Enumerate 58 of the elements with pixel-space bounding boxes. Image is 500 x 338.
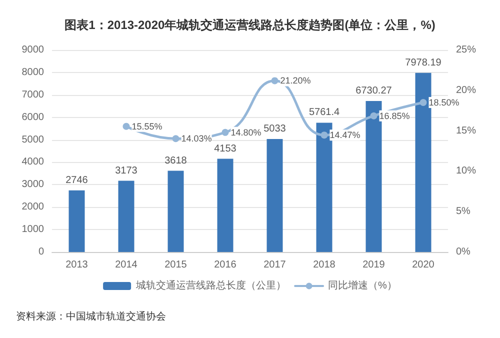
data-label: 5033 — [264, 124, 286, 135]
y2-tick-label: 10% — [456, 166, 476, 177]
x-tick-label: 2014 — [115, 260, 138, 270]
y-tick-label: 0 — [38, 246, 44, 258]
legend-label: 同比增速（%） — [328, 280, 397, 292]
data-label: 3618 — [164, 155, 188, 166]
y2-tick-label: 0% — [456, 246, 471, 258]
bar — [415, 72, 432, 252]
point — [122, 122, 130, 130]
y2-tick-label: 20% — [456, 84, 476, 96]
data-label: 6730.27 — [356, 85, 392, 96]
data-label: 21.20% — [280, 76, 311, 86]
data-label: 3173 — [115, 165, 138, 176]
x-tick-label: 2017 — [264, 260, 286, 270]
data-label: 15.55% — [132, 121, 162, 132]
y-tick-label: 5000 — [22, 134, 44, 146]
x-tick-label: 2013 — [66, 260, 88, 270]
y2-tick-label: 15% — [456, 125, 476, 136]
data-label: 4153 — [214, 143, 237, 154]
x-tick-label: 2018 — [313, 260, 336, 270]
point — [172, 135, 180, 142]
text: 资料来源：中国城市轨道交通协会 — [16, 310, 166, 322]
bar — [266, 139, 283, 252]
y2-tick-label: 25% — [456, 44, 476, 56]
data-label: 7978.19 — [405, 57, 442, 68]
point — [370, 112, 378, 120]
data-label: 2746 — [66, 174, 88, 186]
point — [420, 99, 427, 106]
y-tick-label: 8000 — [22, 66, 44, 78]
x-tick-label: 2015 — [164, 260, 188, 270]
chart-title: 图表1：2013-2020年城轨交通运营线路总长度趋势图(单位：公里，%) — [64, 18, 436, 32]
y-tick-label: 7000 — [22, 89, 44, 100]
y-tick-label: 4000 — [22, 156, 44, 168]
data-label: 14.80% — [230, 127, 262, 138]
y2-tick-label: 5% — [456, 206, 471, 218]
point — [222, 128, 229, 136]
data-label: 14.03% — [181, 134, 212, 144]
y-tick-label: 2000 — [22, 202, 44, 213]
data-label: 14.47% — [330, 130, 360, 140]
legend-label: 城轨交通运营线路总长度（公里） — [135, 280, 286, 292]
bar — [366, 100, 382, 252]
y-tick-label: 6000 — [22, 112, 44, 123]
point — [320, 132, 328, 139]
data-label: 16.85% — [379, 110, 410, 121]
y-tick-label: 1000 — [22, 224, 44, 236]
bar — [168, 170, 184, 252]
y-tick-label: 9000 — [22, 44, 44, 56]
data-label: 5761.4 — [308, 107, 340, 118]
data-label: 18.50% — [428, 98, 460, 108]
y-tick-label: 3000 — [22, 179, 44, 190]
point — [271, 77, 278, 84]
bar — [217, 158, 234, 252]
x-tick-label: 2019 — [362, 260, 386, 270]
x-tick-label: 2020 — [412, 260, 435, 270]
bar — [68, 190, 85, 252]
bar — [118, 180, 134, 252]
x-tick-label: 2016 — [214, 260, 237, 270]
bar — [316, 122, 332, 252]
